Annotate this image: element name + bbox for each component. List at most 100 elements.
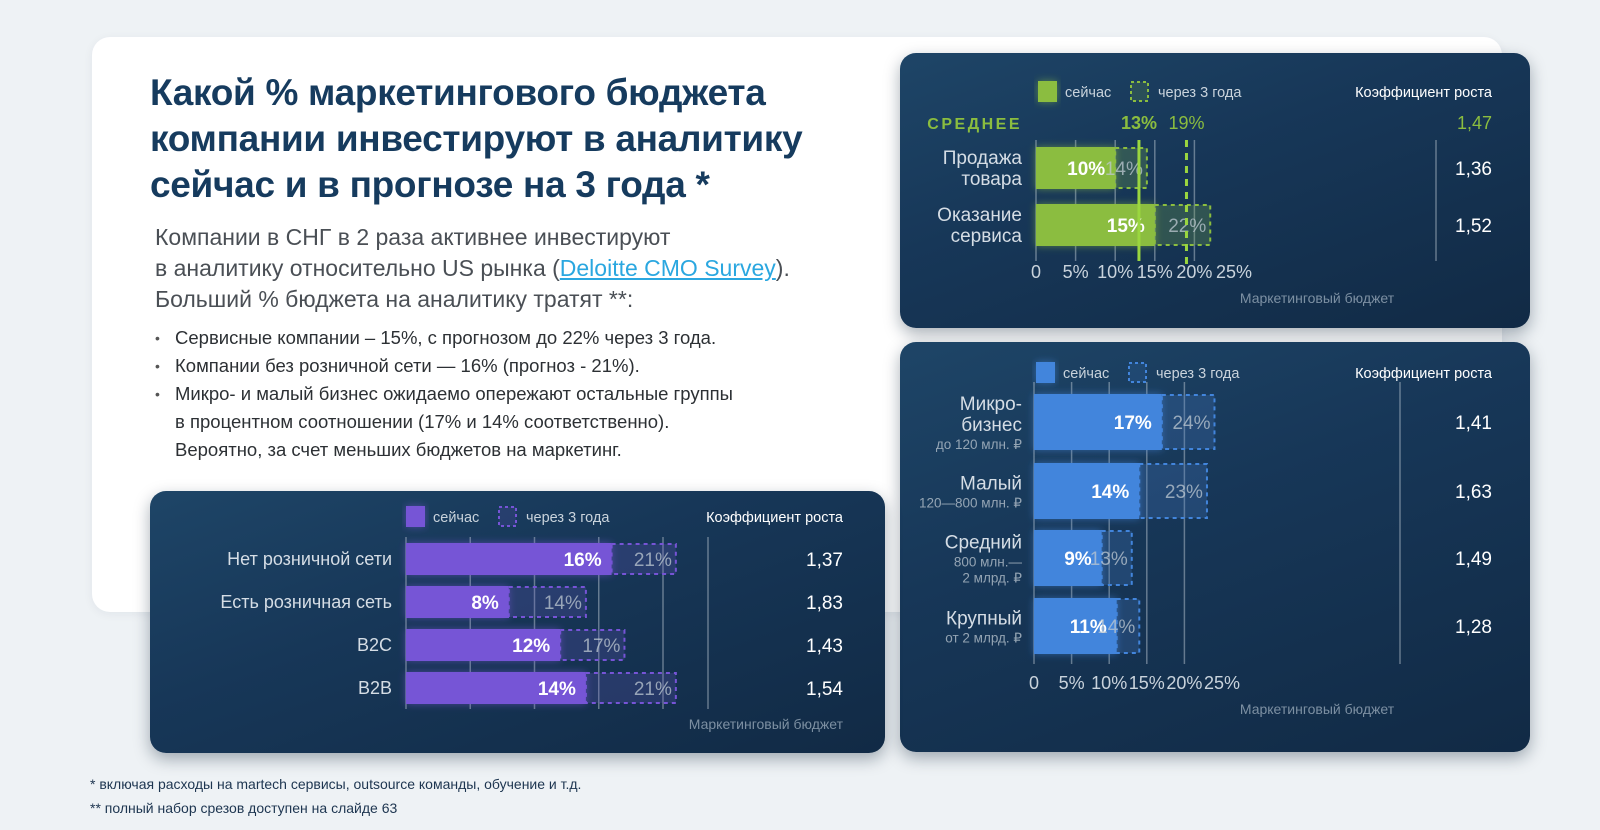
bullet-list: Сервисные компании – 15%, с прогнозом до…	[155, 324, 875, 464]
x-tick-label: 5%	[1059, 673, 1085, 693]
category-sublabel: 2 млрд. ₽	[962, 571, 1022, 586]
category-label: B2B	[358, 678, 392, 698]
category-sublabel: до 120 млн. ₽	[936, 437, 1023, 452]
intro-line-2: в аналитику относительно US рынка (Deloi…	[155, 253, 875, 284]
legend-swatch-future	[1128, 362, 1147, 383]
chart-panel-company-size: сейчас через 3 года Коэффициент роста 17% 24…	[900, 342, 1530, 752]
category-label: товара	[961, 169, 1022, 190]
category-label: B2C	[357, 635, 392, 655]
category-label: бизнес	[961, 415, 1022, 436]
bar-now-label: 17%	[1114, 413, 1152, 434]
bar-now	[406, 672, 586, 704]
chart-panel-business-type: сейчас через 3 года Коэффициент роста 10% 14…	[900, 53, 1530, 328]
bullet-text: Сервисные компании – 15%, с прогнозом до…	[175, 327, 717, 348]
category-label: Малый	[960, 474, 1022, 495]
legend-label-now: сейчас	[1065, 85, 1111, 101]
legend-swatch-future	[498, 506, 517, 527]
legend-label-now: сейчас	[1063, 366, 1109, 382]
bar-now-label: 9%	[1064, 549, 1092, 570]
growth-value: 1,36	[1455, 159, 1492, 180]
growth-value: 1,43	[806, 636, 843, 657]
legend-swatch-future	[1130, 81, 1149, 102]
average-growth-value: 1,47	[1457, 113, 1492, 133]
footnote-2: ** полный набор срезов доступен на слайд…	[90, 800, 398, 816]
bar-now	[406, 586, 509, 618]
bar-now-label: 15%	[1107, 216, 1145, 237]
bullet-item: Микро- и малый бизнес ожидаемо опережают…	[155, 380, 875, 464]
bar-future-label: 24%	[1172, 413, 1210, 434]
chart-company-size: сейчас через 3 года Коэффициент роста 17% 24…	[919, 362, 1493, 717]
bar-now	[1034, 394, 1162, 450]
legend-label-future: через 3 года	[526, 510, 610, 526]
bar-future-label: 13%	[1090, 549, 1128, 570]
x-tick-label: 0	[1031, 262, 1041, 282]
intro-line-3: Больший % бюджета на аналитику тратят **…	[155, 286, 634, 312]
growth-value: 1,41	[1455, 413, 1492, 434]
deloitte-link[interactable]: Deloitte CMO Survey	[559, 255, 776, 281]
bar-now	[406, 543, 612, 575]
bar-now	[406, 629, 561, 661]
x-tick-label: 5%	[1063, 262, 1089, 282]
x-tick-label: 15%	[1137, 262, 1173, 282]
bullet-text: Микро- и малый бизнес ожидаемо опережают…	[175, 383, 733, 404]
growth-value: 1,52	[1455, 216, 1492, 237]
legend-label-future: через 3 года	[1156, 366, 1240, 382]
bullet-text-continued: Вероятно, за счет меньших бюджетов на ма…	[175, 439, 622, 460]
bar-future	[1114, 147, 1148, 189]
x-tick-label: 10%	[1091, 673, 1127, 693]
bar-future	[559, 629, 626, 661]
legend-label-now: сейчас	[433, 510, 479, 526]
x-axis-label: Маркетинговый бюджет	[1240, 701, 1395, 717]
bar-future-label: 21%	[634, 679, 672, 700]
bar-future-label: 14%	[544, 593, 582, 614]
legend-swatch-now	[1038, 81, 1057, 102]
growth-value: 1,37	[806, 550, 843, 571]
bar-now-label: 10%	[1067, 159, 1105, 180]
growth-header: Коэффициент роста	[1355, 366, 1493, 382]
footnotes: * включая расходы на martech сервисы, ou…	[90, 772, 581, 820]
category-label: Микро-	[960, 394, 1022, 415]
category-label: Нет розничной сети	[227, 549, 392, 569]
x-tick-label: 25%	[1216, 262, 1252, 282]
bar-now-label: 14%	[538, 679, 576, 700]
x-tick-label: 15%	[1129, 673, 1165, 693]
bar-future-label: 17%	[582, 636, 620, 657]
bar-now	[1034, 463, 1140, 519]
intro-line-1: Компании в СНГ в 2 раза активнее инвести…	[155, 224, 671, 250]
bar-now	[1036, 147, 1116, 189]
bar-future-label: 21%	[634, 550, 672, 571]
bar-future	[1115, 598, 1141, 654]
intro-text: Компании в СНГ в 2 раза активнее инвести…	[155, 222, 875, 315]
category-sublabel: 800 млн.—	[954, 555, 1023, 570]
bar-future	[507, 586, 587, 618]
chart-panel-retail-segment: сейчас через 3 года Коэффициент роста 16% 21…	[150, 491, 885, 753]
x-tick-label: 0	[1029, 673, 1039, 693]
bullet-text-continued: в процентном соотношении (17% и 14% соот…	[175, 411, 670, 432]
bar-future	[584, 672, 677, 704]
average-label: СРЕДНЕЕ	[927, 116, 1022, 133]
intro-line-2-after: ).	[775, 255, 790, 281]
bar-now-label: 8%	[471, 593, 499, 614]
growth-value: 1,63	[1455, 482, 1492, 503]
x-tick-label: 20%	[1176, 262, 1212, 282]
bar-future-label: 14%	[1105, 159, 1143, 180]
category-label: Крупный	[946, 609, 1022, 630]
footnote-1: * включая расходы на martech сервисы, ou…	[90, 776, 582, 792]
x-axis-label: Маркетинговый бюджет	[689, 716, 844, 732]
bar-now	[1034, 598, 1117, 654]
x-tick-label: 20%	[1166, 673, 1202, 693]
growth-value: 1,83	[806, 593, 843, 614]
bar-future-label: 23%	[1165, 482, 1203, 503]
legend-swatch-now	[406, 506, 425, 527]
category-label: Средний	[945, 533, 1022, 554]
bar-future	[1100, 530, 1133, 586]
category-sublabel: 120—800 млн. ₽	[919, 496, 1022, 511]
intro-line-2-before: в аналитику относительно US рынка (	[155, 255, 560, 281]
category-label: Оказание	[937, 205, 1022, 226]
chart-retail-segment: сейчас через 3 года Коэффициент роста 16% 21…	[220, 506, 844, 732]
bullet-text: Компании без розничной сети — 16% (прогн…	[175, 355, 640, 376]
bar-future	[1138, 463, 1208, 519]
growth-header: Коэффициент роста	[1355, 85, 1493, 101]
page-title: Какой % маркетингового бюджета компании …	[150, 72, 803, 205]
